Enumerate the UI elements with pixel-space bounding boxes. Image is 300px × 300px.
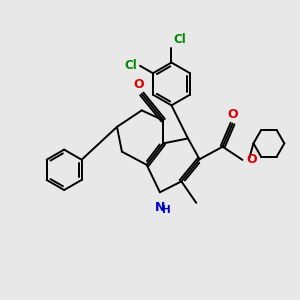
Text: O: O — [246, 153, 257, 166]
Text: N: N — [155, 201, 166, 214]
Text: Cl: Cl — [124, 59, 137, 72]
Text: O: O — [228, 108, 238, 121]
Text: Cl: Cl — [173, 33, 186, 46]
Text: O: O — [134, 79, 144, 92]
Text: H: H — [162, 205, 171, 215]
